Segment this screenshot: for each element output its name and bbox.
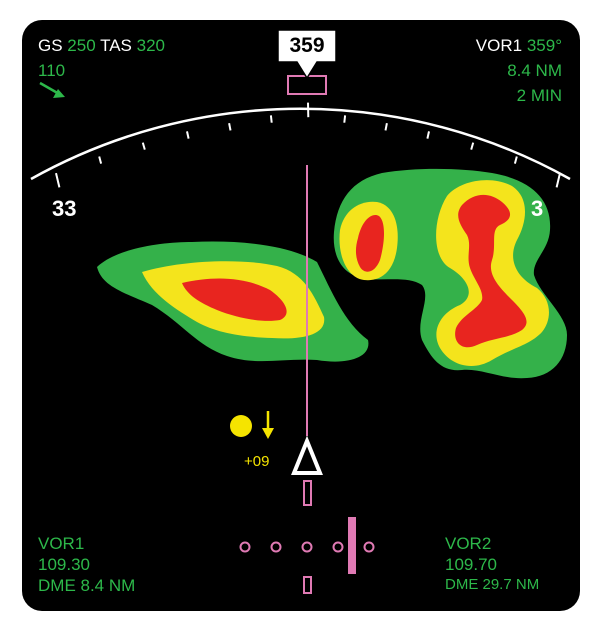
course-deviation-indicator xyxy=(239,480,375,594)
compass-label-3: 3 xyxy=(531,196,544,221)
weather-red-area xyxy=(355,214,384,272)
compass-tick xyxy=(513,156,518,164)
compass-arc xyxy=(30,107,571,181)
compass-tick xyxy=(470,142,475,150)
vor2-frequency: 109.70 xyxy=(445,555,497,574)
deviation-dot xyxy=(301,541,313,553)
traffic-altitude-value: +09 xyxy=(244,453,270,470)
compass-label-33: 33 xyxy=(52,196,77,221)
traffic-trend-arrow-icon xyxy=(262,411,274,439)
weather-cell-left xyxy=(97,241,369,362)
course-pointer-tail xyxy=(303,576,312,594)
traffic-circle-icon xyxy=(230,415,252,437)
vor2-dme: DME 29.7 NM xyxy=(445,576,540,593)
wind-direction-value: 110 xyxy=(38,61,66,80)
compass-tick xyxy=(186,131,190,139)
compass-tick xyxy=(228,123,232,131)
vor2-label: VOR2 xyxy=(445,534,492,553)
navigation-display-graphics xyxy=(30,29,571,594)
nav-source-readout: VOR1 359° xyxy=(476,37,562,54)
tas-label: TAS xyxy=(100,36,132,55)
vor1-label: VOR1 xyxy=(38,534,85,553)
compass-tick xyxy=(426,131,430,139)
weather-red-area xyxy=(455,194,527,348)
tas-value: 320 xyxy=(136,36,166,55)
nav-time-value: 2 MIN xyxy=(516,86,562,105)
heading-box xyxy=(277,29,337,80)
gs-label: GS xyxy=(38,36,63,55)
compass-tick xyxy=(343,115,347,123)
vor1-dme: DME 8.4 NM xyxy=(38,576,136,595)
compass-tick xyxy=(98,156,103,164)
navigation-display: 359 GS 250 TAS 320 110 VOR1 359° 8.4 NM … xyxy=(22,20,580,611)
course-pointer-head xyxy=(303,480,312,506)
compass-tick xyxy=(555,172,561,188)
vor1-frequency: 109.30 xyxy=(38,555,90,574)
wind-arrow-icon xyxy=(39,81,65,98)
speed-readout: GS 250 TAS 320 xyxy=(38,37,165,54)
deviation-bar xyxy=(348,517,356,574)
heading-value: 359 xyxy=(289,34,325,57)
gs-value: 250 xyxy=(67,36,96,55)
aircraft-triangle-icon xyxy=(291,435,323,475)
weather-cell-right xyxy=(333,168,567,379)
nav-distance-value: 8.4 NM xyxy=(507,61,562,80)
compass-tick xyxy=(141,142,146,150)
deviation-dot xyxy=(332,541,344,553)
compass-tick xyxy=(269,115,273,123)
deviation-dot xyxy=(363,541,375,553)
weather-red-area xyxy=(182,278,287,321)
compass-tick xyxy=(55,172,61,188)
compass-ticks xyxy=(55,102,561,188)
deviation-dot xyxy=(270,541,282,553)
nav-source-label: VOR1 xyxy=(475,36,523,55)
compass-tick xyxy=(384,123,388,131)
nav-bearing-value: 359° xyxy=(526,36,562,55)
deviation-dot xyxy=(239,541,251,553)
compass-rose xyxy=(30,102,571,188)
